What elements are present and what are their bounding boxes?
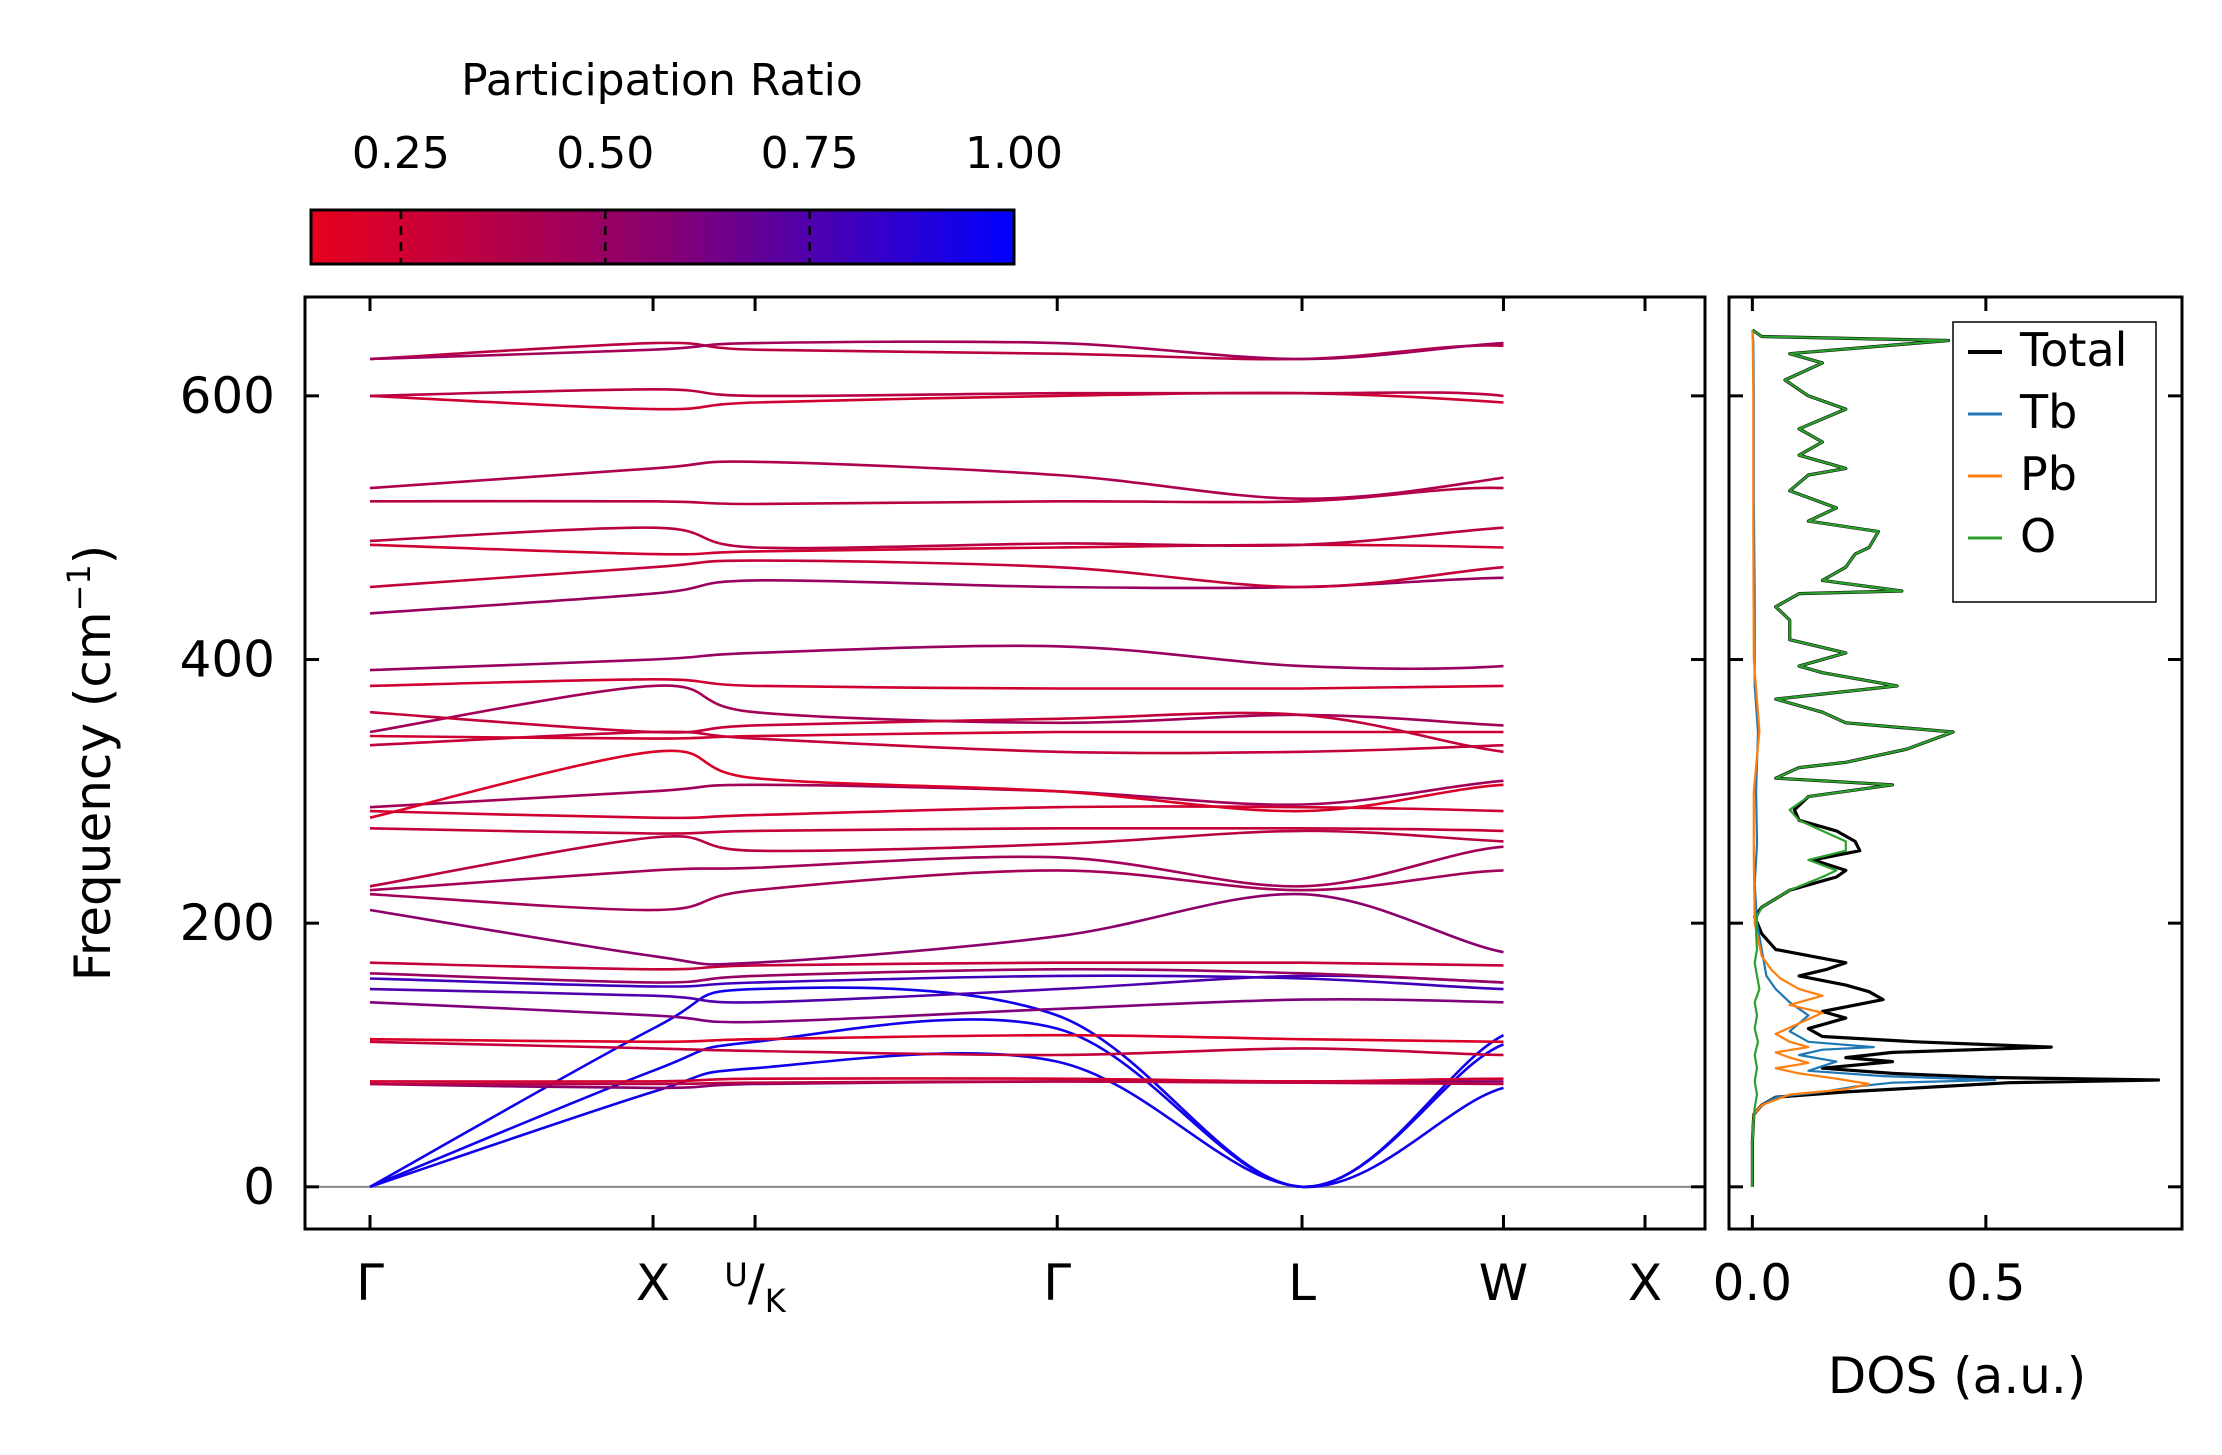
y-tick-label: 200 [180,894,275,952]
phonon-band [369,644,1504,672]
y-axis-label: Frequency (cm−1) [60,545,122,982]
phonon-band [369,710,1504,754]
band-y-axis: 0 200 400 600 [180,367,1705,1216]
phonon-band [369,526,1504,550]
phonon-band [369,869,1504,912]
dos-lines [1750,328,2161,1187]
legend-label: Tb [2019,385,2077,439]
phonon-band [369,460,1504,501]
phonon-band [369,1052,1504,1189]
y-tick-label: 600 [180,367,275,425]
dos-plot-frame [1727,295,2184,1231]
legend-box [1952,321,2157,603]
dos-series-o [1751,329,1955,1187]
y-axis-label-exponent: −1 [60,564,98,611]
x-tick-label: U/K [724,1254,786,1320]
dos-axes: 0.0 0.5 [1713,297,2182,1312]
phonon-band [369,1077,1504,1083]
phonon-band [369,986,1505,1189]
phonon-band [369,961,1504,971]
phonon-band [369,559,1504,589]
colorbar-tick-label: 0.75 [761,128,859,179]
legend-label: Pb [2020,447,2077,501]
band-plot-frame [303,295,1707,1231]
phonon-band [369,730,1504,740]
phonon-band [369,967,1504,984]
y-axis-label-close: ) [64,545,122,565]
y-tick-label: 0 [243,1158,275,1216]
colorbar-tick-label: 0.25 [352,128,450,179]
phonon-band [369,892,1504,966]
legend-items: Total Tb Pb O [1968,323,2127,563]
phonon-band [369,341,1504,361]
phonon-band [369,387,1504,398]
phonon-band [369,845,1504,892]
x-tick-label: W [1479,1254,1528,1312]
x-tick-label: Γ [356,1254,384,1312]
colorbar-tick-label: 1.00 [965,128,1063,179]
phonon-band [369,826,1504,835]
phonon-band [369,829,1504,888]
phonon-band [369,1040,1504,1057]
phonon-band [369,486,1504,506]
colorbar-label: Participation Ratio [461,55,863,106]
phonon-band [369,974,1504,991]
x-tick-label: L [1288,1254,1316,1312]
legend-label: O [2020,509,2056,563]
dos-series-pb [1751,329,1871,1187]
phonon-band [369,1033,1504,1044]
dos-panel: 0.0 0.5 DOS (a.u.) Total Tb Pb O [1713,295,2184,1405]
phonon-band [369,576,1504,615]
y-tick-label: 400 [180,631,275,689]
phonon-band [369,730,1504,755]
dos-x-tick-label: 0.0 [1713,1254,1793,1312]
phonon-band [369,340,1504,361]
phonon-band [369,998,1504,1024]
legend-label: Total [2019,323,2127,377]
colorbar-gradient [309,208,1016,266]
dos-x-tick-label: 0.5 [1946,1254,2026,1312]
phonon-band [369,1080,1504,1086]
phonon-band [369,805,1504,820]
x-tick-label: X [1628,1254,1662,1312]
band-x-axis: Γ X U/K Γ L W X [356,297,1662,1320]
phonon-band [369,974,1504,1004]
band-structure-panel: 0 200 400 600 Γ X U/K Γ L W X Frequency (cm−1) [60,295,1707,1320]
phonon-band [369,677,1504,691]
legend: Total Tb Pb O [1952,321,2157,603]
phonon-band [369,749,1504,819]
band-lines [305,340,1705,1189]
x-tick-label: Γ [1043,1254,1071,1312]
dos-x-axis-label: DOS (a.u.) [1828,1347,2087,1405]
colorbar-tick-label: 0.50 [556,128,654,179]
x-tick-label: X [636,1254,670,1312]
colorbar-ticks: 0.25 0.50 0.75 1.00 [352,128,1063,264]
colorbar: Participation Ratio 0.25 0.50 0.75 1.00 [309,55,1063,266]
y-axis-label-base: Frequency (cm [64,611,122,981]
phonon-band [369,779,1504,809]
